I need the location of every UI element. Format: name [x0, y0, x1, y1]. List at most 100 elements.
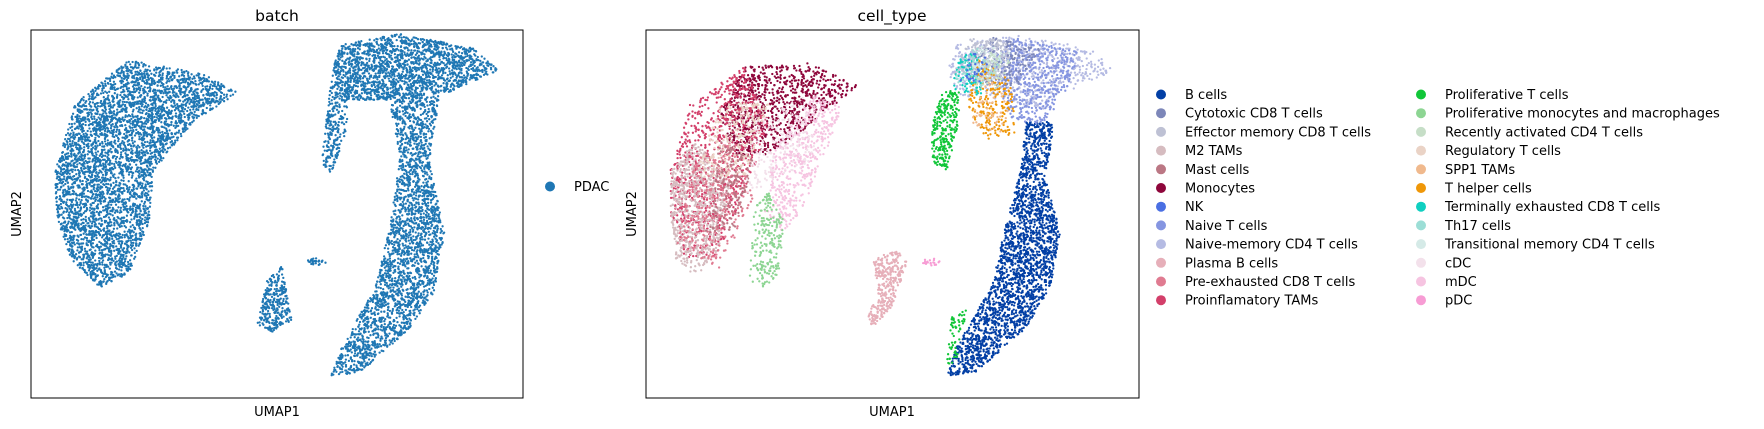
- data-point: [120, 257, 123, 261]
- data-point: [335, 66, 338, 69]
- data-point: [178, 85, 181, 88]
- data-point: [169, 94, 172, 98]
- data-point: [154, 81, 157, 85]
- data-point: [122, 97, 126, 100]
- data-point: [95, 190, 99, 193]
- data-point: [131, 126, 134, 129]
- data-point: [127, 130, 130, 134]
- data-point: [67, 128, 70, 131]
- data-point: [160, 89, 163, 93]
- data-point: [160, 81, 163, 85]
- data-point: [165, 142, 168, 145]
- data-point: [151, 128, 154, 131]
- data-point: [159, 107, 162, 111]
- data-point: [109, 200, 112, 204]
- data-point: [170, 100, 173, 103]
- data-point: [75, 173, 78, 176]
- data-point: [167, 77, 170, 81]
- data-point: [148, 90, 152, 93]
- data-point: [92, 201, 95, 205]
- data-point: [63, 238, 67, 241]
- data-point: [437, 67, 441, 70]
- data-point: [71, 192, 74, 196]
- data-point: [102, 145, 106, 148]
- data-point: [119, 168, 123, 171]
- data-point: [120, 104, 123, 108]
- data-point: [98, 164, 102, 167]
- data-point: [220, 91, 224, 95]
- data-point: [131, 223, 134, 227]
- data-point: [120, 110, 124, 113]
- data-point: [160, 125, 163, 128]
- data-point: [127, 98, 130, 101]
- data-point: [72, 260, 75, 263]
- data-point: [166, 147, 170, 150]
- data-point: [98, 158, 101, 161]
- data-point: [73, 165, 76, 168]
- data-point: [158, 89, 161, 92]
- data-point: [172, 124, 175, 127]
- data-point: [146, 151, 149, 155]
- data-point: [110, 224, 113, 227]
- data-point: [70, 236, 73, 239]
- data-point: [154, 109, 157, 112]
- data-point: [93, 178, 96, 182]
- data-point: [82, 264, 85, 267]
- data-point: [94, 198, 98, 201]
- data-point: [134, 233, 137, 237]
- data-point: [133, 144, 136, 147]
- data-point: [113, 219, 116, 222]
- data-point: [131, 207, 134, 210]
- data-point: [170, 123, 173, 126]
- data-point: [199, 78, 203, 81]
- data-point: [149, 117, 153, 120]
- data-point: [87, 174, 91, 177]
- data-point: [144, 154, 147, 157]
- data-point: [112, 227, 116, 230]
- data-point: [197, 114, 200, 118]
- data-point: [95, 102, 99, 105]
- data-point: [460, 52, 464, 55]
- data-point: [162, 135, 165, 138]
- data-point: [402, 35, 406, 39]
- data-point: [95, 141, 98, 144]
- data-point: [84, 132, 87, 135]
- data-point: [125, 85, 128, 88]
- data-point: [170, 144, 174, 147]
- data-point: [169, 85, 173, 89]
- data-point: [84, 250, 87, 253]
- data-point: [156, 157, 159, 160]
- data-point: [108, 254, 111, 257]
- data-point: [110, 258, 113, 262]
- data-point: [188, 96, 191, 100]
- data-point: [207, 76, 211, 79]
- data-point: [126, 120, 129, 124]
- data-point: [140, 149, 143, 152]
- data-point: [112, 275, 115, 278]
- data-point: [93, 156, 96, 160]
- data-point: [128, 207, 132, 210]
- data-point: [151, 109, 154, 112]
- data-point: [139, 126, 142, 129]
- data-point: [175, 125, 178, 128]
- data-point: [110, 221, 113, 224]
- data-point: [92, 197, 95, 200]
- data-point: [126, 260, 130, 264]
- data-point: [174, 112, 178, 115]
- data-point: [82, 211, 85, 215]
- data-point: [158, 71, 161, 74]
- data-point: [181, 130, 185, 133]
- data-point: [104, 127, 107, 131]
- data-point: [168, 97, 171, 100]
- data-point: [75, 118, 79, 121]
- data-point: [89, 130, 92, 133]
- data-point: [117, 194, 120, 198]
- data-point: [158, 151, 161, 155]
- data-point: [225, 95, 228, 98]
- data-point: [101, 275, 104, 278]
- data-point: [142, 89, 145, 92]
- data-point: [123, 74, 127, 78]
- data-point: [117, 72, 120, 75]
- data-point: [391, 35, 394, 38]
- data-point: [72, 250, 75, 254]
